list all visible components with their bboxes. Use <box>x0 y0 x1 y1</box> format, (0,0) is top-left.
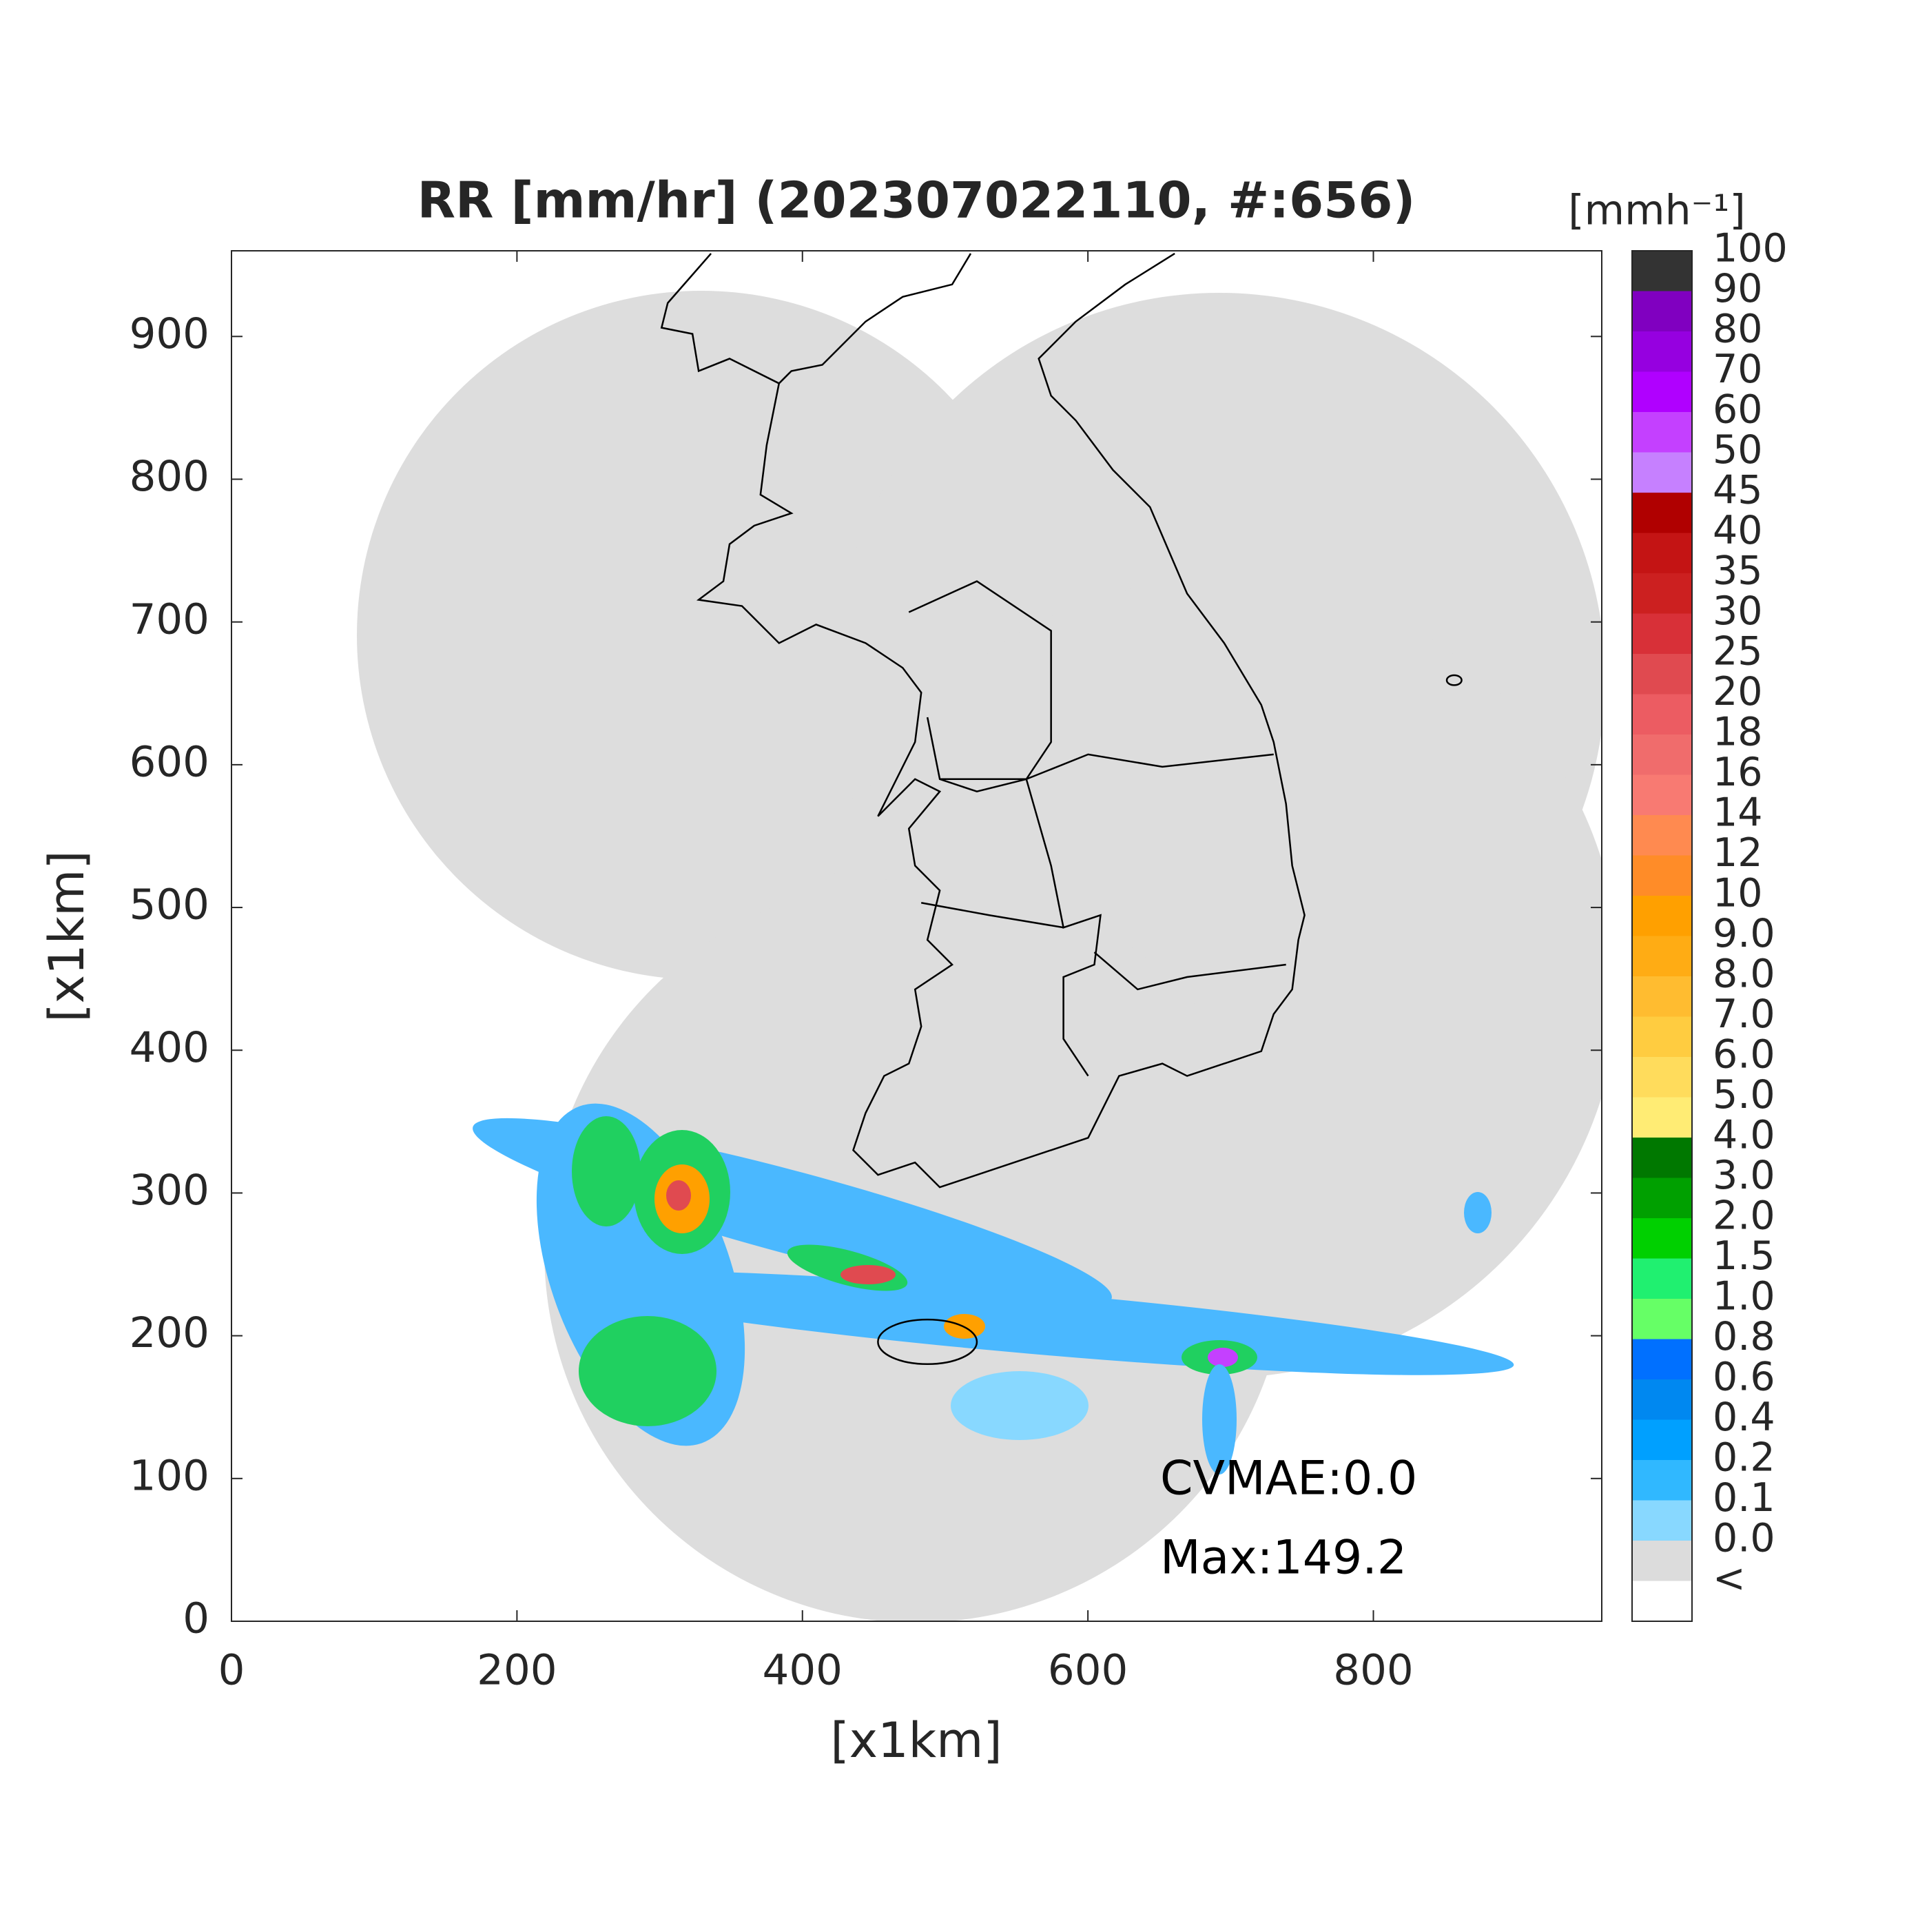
x-tick-label: 600 <box>1048 1646 1128 1695</box>
colorbar-segment <box>1632 1097 1692 1138</box>
colorbar-label: 60 <box>1713 387 1763 433</box>
colorbar-segment <box>1632 1178 1692 1219</box>
colorbar-label: 90 <box>1713 266 1763 311</box>
colorbar-label: 10 <box>1713 871 1763 916</box>
colorbar-segment <box>1632 855 1692 896</box>
colorbar-segment <box>1632 1379 1692 1420</box>
colorbar-unit: [mmh⁻¹] <box>1568 187 1745 235</box>
colorbar-label: 50 <box>1713 427 1763 473</box>
colorbar-segment <box>1632 774 1692 816</box>
colorbar-label: 45 <box>1713 468 1763 513</box>
colorbar-label: 7.0 <box>1713 991 1775 1037</box>
y-tick-label: 600 <box>130 737 209 786</box>
x-axis-label: [x1km] <box>830 1712 1002 1769</box>
colorbar-segment <box>1632 1541 1692 1581</box>
colorbar-label: 16 <box>1713 750 1763 795</box>
y-tick-label: 900 <box>130 309 209 358</box>
y-tick-label: 200 <box>130 1308 209 1357</box>
colorbar-segment <box>1632 1057 1692 1098</box>
y-tick-label: 100 <box>130 1451 209 1500</box>
colorbar-segment <box>1632 694 1692 735</box>
y-tick-label: 800 <box>130 452 209 501</box>
colorbar-frame <box>1631 250 1693 1622</box>
colorbar-label: 5.0 <box>1713 1072 1775 1118</box>
colorbar-label: 20 <box>1713 669 1763 715</box>
colorbar-label: 8.0 <box>1713 952 1775 997</box>
colorbar-label: 0.8 <box>1713 1314 1775 1359</box>
colorbar-segment <box>1632 1500 1692 1541</box>
colorbar-segment <box>1632 1138 1692 1178</box>
colorbar-segment <box>1632 815 1692 856</box>
colorbar-segment <box>1632 412 1692 453</box>
colorbar-label: 0.0 <box>1713 1516 1775 1561</box>
x-tick-label: 200 <box>477 1646 557 1695</box>
colorbar-segment <box>1632 1581 1692 1622</box>
y-tick-label: 500 <box>130 881 209 929</box>
colorbar-label: 100 <box>1713 226 1788 271</box>
colorbar-segment <box>1632 573 1692 614</box>
colorbar-segment <box>1632 1460 1692 1501</box>
colorbar-segment <box>1632 331 1692 372</box>
colorbar-label: 14 <box>1713 790 1763 836</box>
annotation: CVMAE:0.0 <box>1160 1452 1417 1506</box>
colorbar-label: 12 <box>1713 830 1763 876</box>
x-tick-label: 400 <box>763 1646 843 1695</box>
colorbar-label: 0.2 <box>1713 1435 1775 1481</box>
colorbar-label: 4.0 <box>1713 1113 1775 1158</box>
colorbar-segment <box>1632 896 1692 936</box>
colorbar-segment <box>1632 1339 1692 1380</box>
colorbar-segment <box>1632 533 1692 574</box>
colorbar-segment <box>1632 371 1692 413</box>
colorbar-segment <box>1632 493 1692 533</box>
coastline <box>660 252 1463 1366</box>
y-tick-label: 0 <box>183 1594 209 1643</box>
colorbar-segment <box>1632 1258 1692 1299</box>
colorbar-segment <box>1632 452 1692 493</box>
colorbar-label: 80 <box>1713 307 1763 352</box>
colorbar-label: 30 <box>1713 588 1763 634</box>
colorbar-segment <box>1632 1016 1692 1058</box>
colorbar-label: 40 <box>1713 508 1763 553</box>
y-tick-label: 700 <box>130 595 209 644</box>
colorbar-label: < <box>1713 1556 1746 1601</box>
annotation: Max:149.2 <box>1160 1531 1407 1585</box>
colorbar-segment <box>1632 291 1692 332</box>
colorbar-segment <box>1632 654 1692 695</box>
radar-map <box>357 252 1602 1621</box>
colorbar-label: 70 <box>1713 347 1763 392</box>
colorbar-segment <box>1632 613 1692 655</box>
colorbar-label: 25 <box>1713 629 1763 675</box>
colorbar-segment <box>1632 1218 1692 1259</box>
plot-frame <box>231 250 1602 1622</box>
colorbar-label: 1.5 <box>1713 1233 1775 1279</box>
colorbar-label: 0.1 <box>1713 1475 1775 1521</box>
x-tick-label: 0 <box>218 1646 245 1695</box>
colorbar-segment <box>1632 734 1692 775</box>
x-tick-label: 800 <box>1333 1646 1413 1695</box>
colorbar-label: 35 <box>1713 548 1763 594</box>
colorbar-label: 0.6 <box>1713 1355 1775 1400</box>
y-tick-label: 400 <box>130 1023 209 1072</box>
colorbar-label: 0.4 <box>1713 1395 1775 1440</box>
colorbar-label: 1.0 <box>1713 1274 1775 1319</box>
colorbar-segment <box>1632 251 1692 291</box>
colorbar-segment <box>1632 936 1692 977</box>
colorbar-label: 3.0 <box>1713 1153 1775 1198</box>
colorbar-segment <box>1632 1299 1692 1339</box>
colorbar-label: 9.0 <box>1713 911 1775 956</box>
colorbar-label: 6.0 <box>1713 1032 1775 1078</box>
precipitation <box>473 1103 1514 1474</box>
colorbar-segment <box>1632 1419 1692 1461</box>
chart-title: RR [mm/hr] (202307022110, #:656) <box>417 172 1416 229</box>
colorbar-label: 18 <box>1713 710 1763 755</box>
y-tick-label: 300 <box>130 1166 209 1215</box>
colorbar-segment <box>1632 976 1692 1017</box>
y-axis-label: [x1km] <box>39 850 95 1022</box>
colorbar-label: 2.0 <box>1713 1193 1775 1239</box>
